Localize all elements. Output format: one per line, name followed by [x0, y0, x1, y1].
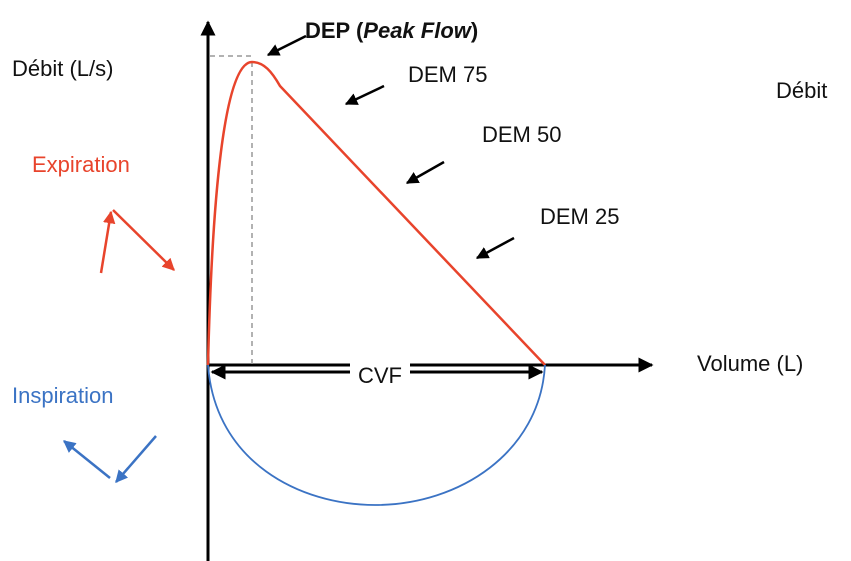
peak-prefix: DEP ( — [305, 18, 364, 43]
inspiration-arrow — [63, 440, 111, 479]
expiration-curve — [206, 60, 546, 366]
pointer-arrow — [344, 84, 385, 106]
inspiration-label: Inspiration — [12, 383, 114, 408]
inspiration-curve — [207, 364, 546, 506]
cvf-label: CVF — [358, 363, 402, 388]
dem-label: DEM 25 — [540, 204, 619, 229]
x-axis-label: Volume (L) — [697, 351, 803, 376]
expiration-arrow — [99, 210, 116, 274]
inspiration-arrow — [115, 435, 157, 483]
cvf-bg — [350, 362, 410, 388]
y-axis-label: Débit (L/s) — [12, 56, 113, 81]
expiration-arrow — [112, 209, 175, 271]
peak-italic: Peak Flow — [363, 18, 472, 43]
peak-suffix: ) — [471, 18, 478, 43]
pointer-arrow — [266, 34, 307, 57]
expiration-label: Expiration — [32, 152, 130, 177]
dem-label: DEM 75 — [408, 62, 487, 87]
pointer-arrow — [475, 236, 515, 260]
right-label: Débit — [776, 78, 827, 103]
pointer-arrow — [405, 160, 445, 185]
dem-label: DEM 50 — [482, 122, 561, 147]
peak-label: DEP (Peak Flow) — [305, 18, 478, 43]
